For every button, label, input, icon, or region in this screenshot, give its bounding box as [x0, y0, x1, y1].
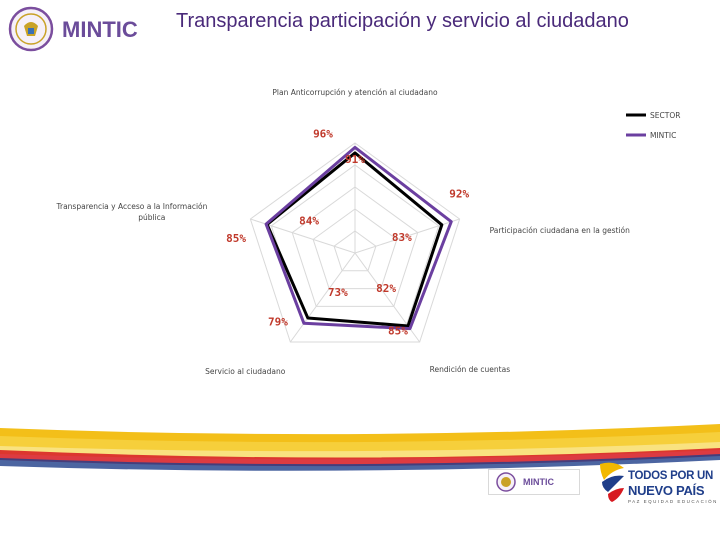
- data-label-sector: 82%: [376, 282, 396, 295]
- gov-slogan-line2: NUEVO PAÍS: [628, 483, 705, 498]
- grid-spoke: [289, 252, 356, 343]
- grid-ring: [333, 230, 377, 272]
- axis-label: Participación ciudadana en la gestión: [490, 226, 631, 235]
- seal-icon: [496, 472, 516, 492]
- series-line-mintic: [264, 145, 453, 331]
- chart-grid: [249, 142, 461, 343]
- data-label-sector: 91%: [345, 153, 365, 166]
- colombia-flag-icon: [600, 462, 624, 502]
- grid-ring: [312, 208, 398, 290]
- data-label-mintic: 96%: [313, 127, 333, 140]
- mini-brand-name: MINTIC: [523, 477, 554, 487]
- grid-ring: [270, 164, 440, 325]
- axis-label: Rendición de cuentas: [430, 365, 511, 374]
- axis-label: Plan Anticorrupción y atención al ciudad…: [272, 88, 438, 97]
- grid-ring: [291, 186, 419, 307]
- axis-labels: Plan Anticorrupción y atención al ciudad…: [56, 88, 631, 376]
- data-label-mintic: 92%: [449, 188, 469, 201]
- mintic-logo: MINTIC: [8, 6, 138, 52]
- page-title: Transparencia participación y servicio a…: [176, 10, 629, 32]
- government-brand: TODOS POR UN NUEVO PAÍS PAZ EQUIDAD EDUC…: [594, 458, 716, 506]
- footer-color-band: [0, 424, 720, 471]
- gov-slogan-line1: TODOS POR UN: [628, 470, 714, 482]
- axis-label: Transparencia y Acceso a la Información p…: [56, 202, 208, 222]
- legend-label-sector: SECTOR: [650, 111, 680, 120]
- legend-label-mintic: MINTIC: [650, 131, 676, 140]
- data-label-mintic: 79%: [268, 315, 288, 328]
- data-label-sector: 84%: [299, 214, 319, 227]
- axis-label: Servicio al ciudadano: [205, 367, 286, 376]
- mintic-mini-logo: MINTIC: [488, 469, 580, 495]
- chart-legend: SECTOR MINTIC: [626, 111, 680, 140]
- brand-name: MINTIC: [62, 17, 138, 42]
- data-labels: 91% 83% 82% 73% 84% 96% 92% 85% 79% 85%: [226, 127, 469, 337]
- radar-chart: Plan Anticorrupción y atención al ciudad…: [56, 88, 681, 376]
- gov-slogan-line3: PAZ EQUIDAD EDUCACIÓN: [628, 499, 718, 504]
- data-label-sector: 83%: [392, 231, 412, 244]
- data-label-mintic: 85%: [226, 232, 246, 245]
- data-label-sector: 73%: [328, 286, 348, 299]
- data-label-mintic: 85%: [388, 325, 408, 338]
- chart-series: [264, 145, 453, 331]
- grid-ring: [249, 142, 461, 343]
